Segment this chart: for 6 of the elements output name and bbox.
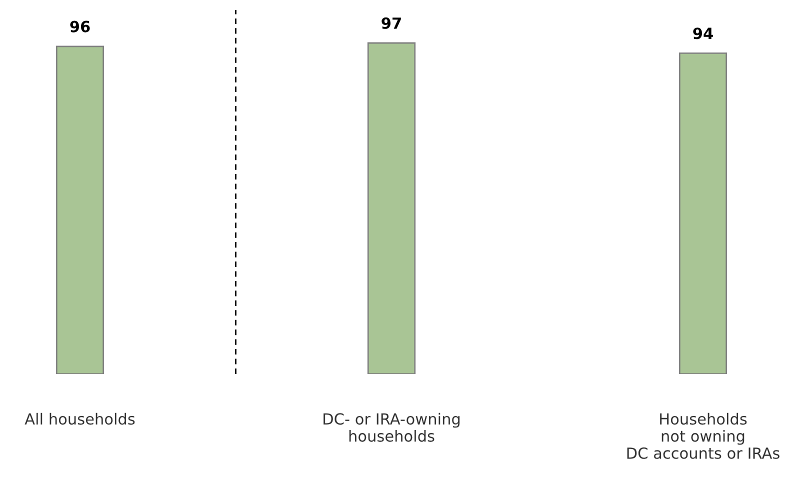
x-tick-label: DC- or IRA-owning households <box>324 412 460 442</box>
x-tick-label: Households not owning DC accounts or IRAs <box>627 412 780 459</box>
x-tick-label: All households <box>24 412 135 425</box>
data-label: 97 <box>382 17 401 29</box>
data-label: 96 <box>70 20 90 32</box>
data-label: 94 <box>693 28 713 40</box>
